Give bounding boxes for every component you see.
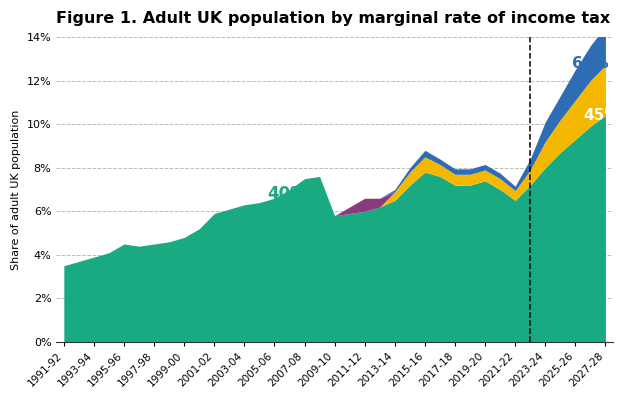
Text: 45%: 45% [583, 108, 619, 123]
Y-axis label: Share of adult UK population: Share of adult UK population [11, 109, 21, 270]
Text: 40%: 40% [267, 185, 307, 203]
Text: 60%: 60% [573, 56, 609, 71]
Text: Figure 1. Adult UK population by marginal rate of income tax: Figure 1. Adult UK population by margina… [56, 11, 611, 26]
